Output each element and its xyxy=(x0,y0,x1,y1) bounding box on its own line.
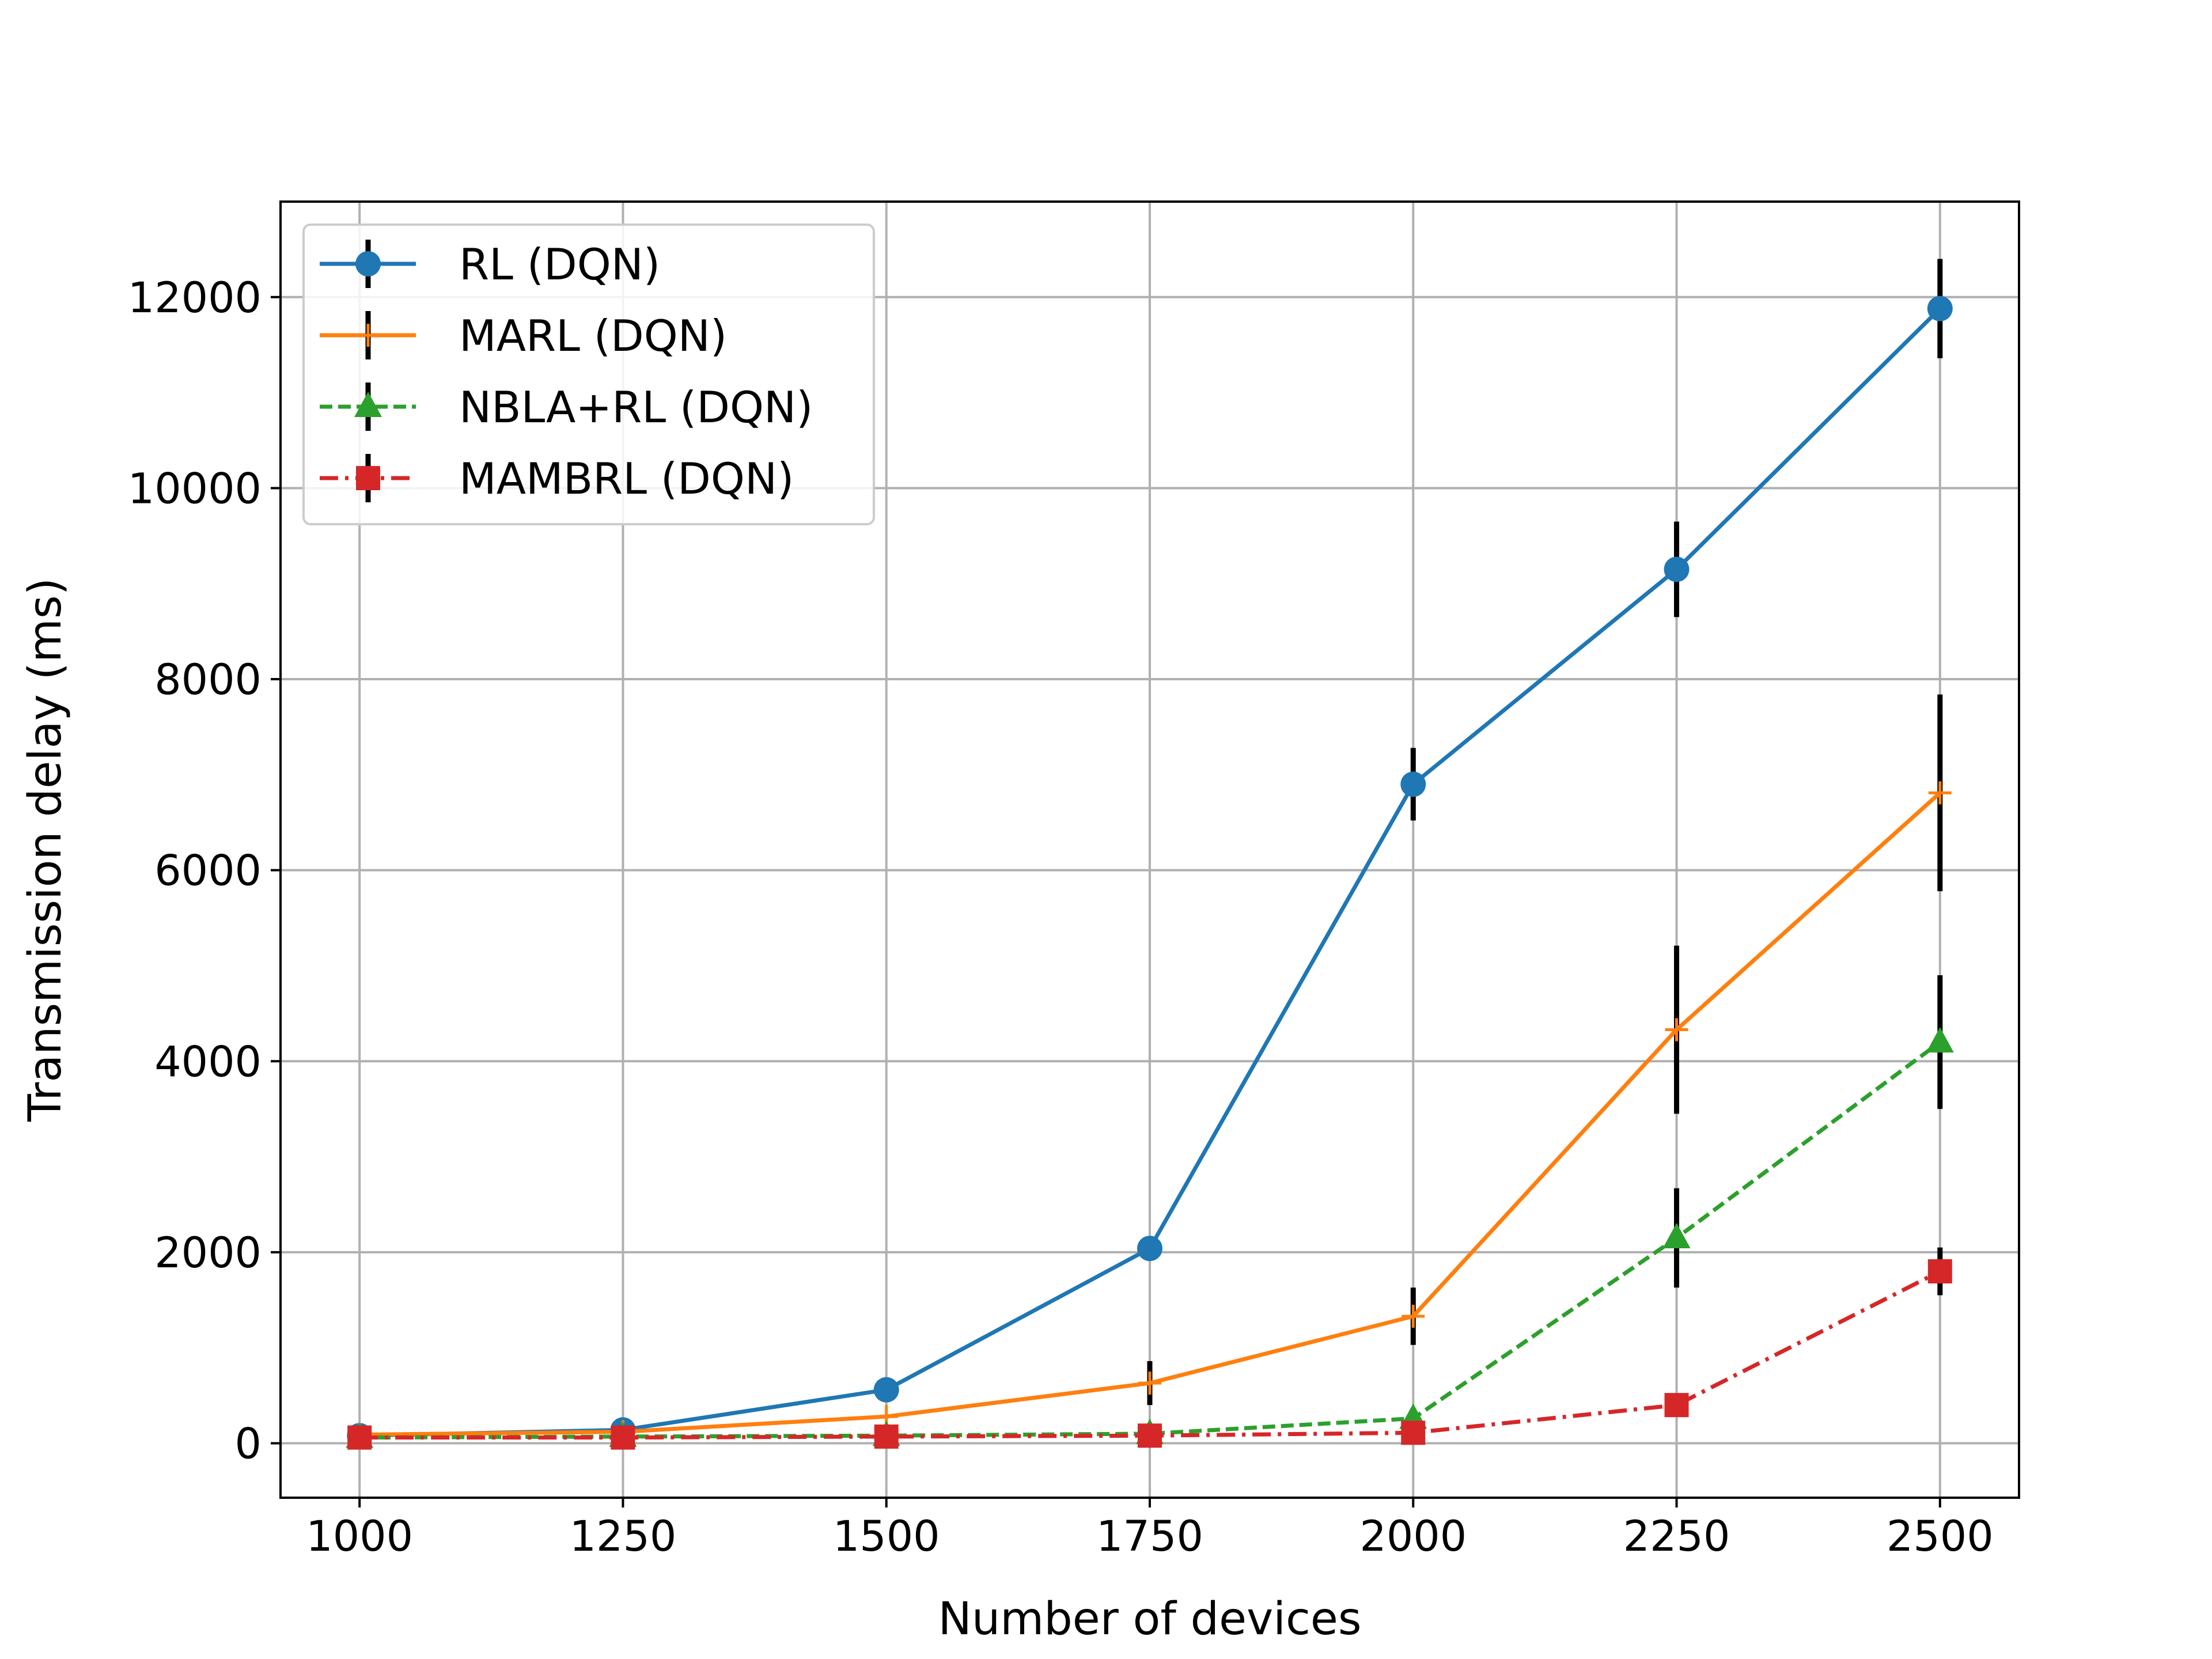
legend-marker xyxy=(354,392,382,417)
data-point xyxy=(1928,781,1952,805)
legend-marker xyxy=(357,324,380,347)
x-tick-label: 2250 xyxy=(1623,1512,1730,1561)
data-point xyxy=(1402,1304,1425,1328)
y-axis-label: Transmission delay (ms) xyxy=(20,578,71,1122)
legend-entry: NBLA+RL (DQN) xyxy=(320,382,813,433)
data-point xyxy=(1662,1223,1691,1249)
y-tick-label: 10000 xyxy=(128,464,262,513)
y-tick-label: 4000 xyxy=(154,1037,262,1086)
data-point xyxy=(1664,1393,1689,1418)
data-point xyxy=(1927,1259,1952,1284)
legend-marker xyxy=(356,466,380,490)
legend-label: MARL (DQN) xyxy=(459,310,727,361)
y-tick-label: 0 xyxy=(235,1419,262,1468)
data-point xyxy=(873,1377,899,1403)
legend-label: RL (DQN) xyxy=(459,239,660,290)
x-tick-label: 2000 xyxy=(1359,1512,1467,1561)
y-tick-label: 2000 xyxy=(154,1229,262,1278)
x-tick-label: 1750 xyxy=(1096,1512,1203,1561)
x-tick-label: 1500 xyxy=(833,1512,940,1561)
series-layer xyxy=(346,259,1954,1450)
data-point xyxy=(347,1425,372,1450)
data-point xyxy=(1137,1236,1162,1262)
series-4 xyxy=(347,1247,1952,1450)
data-point xyxy=(1138,1372,1161,1395)
legend-entry: MARL (DQN) xyxy=(320,310,727,361)
legend-box xyxy=(302,224,875,525)
data-point xyxy=(1400,771,1426,797)
x-tick-label: 1000 xyxy=(306,1512,413,1561)
y-tick-label: 6000 xyxy=(154,847,262,896)
y-tick-label: 8000 xyxy=(154,656,262,704)
legend-entry: MAMBRL (DQN) xyxy=(320,453,794,504)
legend-label: NBLA+RL (DQN) xyxy=(459,382,813,433)
legend-entry: RL (DQN) xyxy=(320,239,660,290)
data-point xyxy=(1138,1423,1162,1448)
x-tick-label: 2500 xyxy=(1887,1512,1994,1561)
data-point xyxy=(1926,1027,1954,1053)
data-point xyxy=(611,1425,635,1450)
data-point xyxy=(1401,1421,1426,1445)
legend-marker xyxy=(355,251,381,276)
data-point xyxy=(1665,1018,1688,1041)
data-point xyxy=(1664,556,1690,582)
legend-label: MAMBRL (DQN) xyxy=(459,453,794,504)
axes: 1000 1250 1500 1750 2000 2250 2500 0 2000 4000 600… xyxy=(128,274,1994,1561)
data-point xyxy=(1927,296,1953,321)
legend: RL (DQN) MARL (DQN) NBLA+RL (DQN) MAMBRL (D… xyxy=(302,224,875,525)
y-tick-label: 12000 xyxy=(128,274,262,323)
x-tick-label: 1250 xyxy=(570,1512,677,1561)
data-point xyxy=(874,1424,899,1449)
grid xyxy=(281,202,2019,1498)
x-axis-label: Number of devices xyxy=(938,1593,1362,1645)
